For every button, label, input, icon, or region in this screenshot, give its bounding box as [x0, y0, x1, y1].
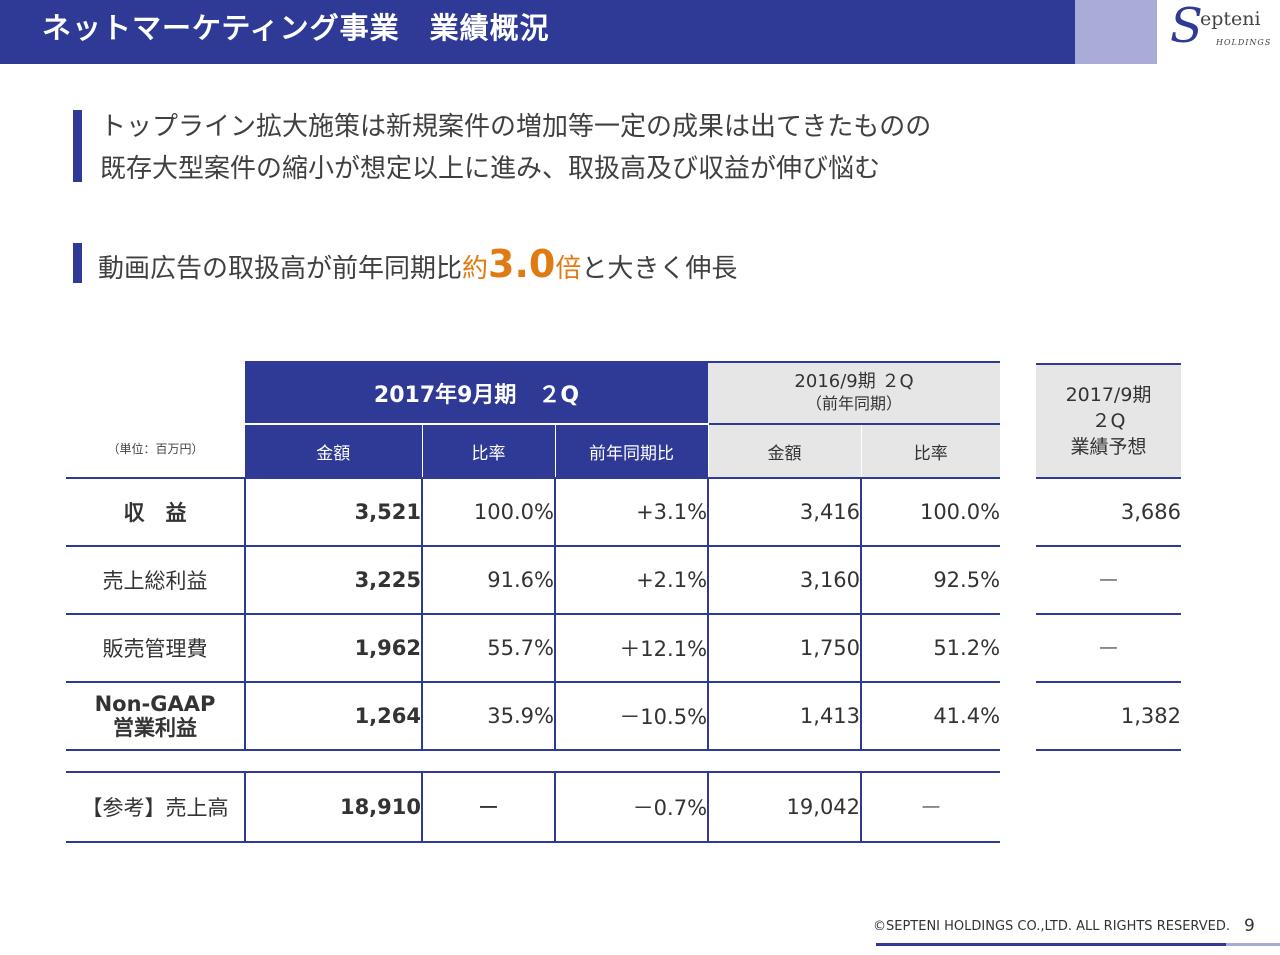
cell-prev-amount: 3,416 [708, 477, 863, 547]
row-label-non-gaap-line1: Non-GAAP [94, 692, 216, 716]
forecast-non-gaap: 1,382 [1036, 681, 1181, 751]
headline-video-post: と大きく伸長 [581, 254, 738, 284]
table-gap [66, 750, 1000, 772]
cell-yoy: －10.5% [555, 682, 710, 751]
cell-prev-amount: 3,160 [708, 546, 863, 615]
forecast-header-line3: 業績予想 [1070, 436, 1147, 458]
logo-letter: S [1170, 0, 1203, 54]
header-band [0, 0, 1075, 64]
row-label-revenue: 収 益 [66, 477, 246, 547]
forecast-table: 2017/9期 ２Q 業績予想 3,686 ー ー 1,382 [1036, 363, 1181, 751]
row-label-sga: 販売管理費 [66, 614, 246, 683]
header-band-accent [1075, 0, 1157, 64]
headline-video: 動画広告の取扱高が前年同期比約3.0倍と大きく伸長 [98, 240, 737, 293]
bullet-bar-1 [73, 110, 82, 182]
forecast-revenue: 3,686 [1036, 477, 1181, 546]
headline-video-pre: 動画広告の取扱高が前年同期比 [98, 254, 463, 284]
cell-yoy: ＋12.1% [555, 614, 710, 683]
prev-period-line2: （前年同期） [806, 394, 903, 413]
slide-title: ネットマーケティング事業 業績概況 [42, 11, 550, 45]
cell-prev-amount: 1,750 [708, 614, 863, 683]
cell-amount: 1,962 [245, 614, 423, 683]
cell-prev-amount: 19,042 [708, 771, 863, 843]
col-header-yoy: 前年同期比 [554, 423, 709, 478]
col-header-amount: 金額 [245, 423, 422, 478]
cell-ratio: ー [422, 771, 556, 843]
cell-prev-ratio: 100.0% [861, 477, 1001, 547]
col-header-ratio: 比率 [421, 423, 555, 478]
cell-prev-ratio: 41.4% [861, 682, 1001, 751]
forecast-header: 2017/9期 ２Q 業績予想 [1036, 363, 1181, 478]
slide-header: ネットマーケティング事業 業績概況 S epteni HOLDINGS [0, 0, 1280, 64]
row-label-reference-sales: 【参考】売上高 [66, 771, 246, 843]
col-header-prev-amount: 金額 [707, 423, 862, 478]
current-period-header: 2017年9月期 ２Q [245, 361, 709, 424]
footer-line-accent [1226, 943, 1280, 946]
cell-ratio: 91.6% [422, 546, 556, 615]
cell-ratio: 35.9% [422, 682, 556, 751]
cell-amount: 18,910 [245, 771, 423, 843]
copyright: ©SEPTENI HOLDINGS CO.,LTD. ALL RIGHTS RE… [873, 919, 1230, 934]
cell-ratio: 55.7% [422, 614, 556, 683]
prev-period-line1: 2016/9期 ２Q [794, 371, 914, 392]
results-table: （単位：百万円） 2017年9月期 ２Q 2016/9期 ２Q （前年同期） 金… [66, 361, 1001, 843]
logo-word: epteni [1200, 8, 1261, 30]
cell-yoy: +2.1% [555, 546, 710, 615]
cell-prev-ratio: ー [861, 771, 1001, 843]
table-row: 収 益 3,521 100.0% +3.1% 3,416 100.0% [66, 477, 1001, 547]
page-number: 9 [1244, 916, 1255, 936]
septeni-logo: S epteni HOLDINGS [1162, 0, 1272, 56]
table-row: 販売管理費 1,962 55.7% ＋12.1% 1,750 51.2% [66, 614, 1001, 683]
headline-line-1: トップライン拡大施策は新規案件の増加等一定の成果は出てきたものの [100, 112, 932, 142]
cell-prev-amount: 1,413 [708, 682, 863, 751]
col-header-prev-ratio: 比率 [860, 423, 1001, 478]
cell-ratio: 100.0% [422, 477, 556, 547]
table-row: 売上総利益 3,225 91.6% +2.1% 3,160 92.5% [66, 546, 1001, 615]
headline-line-2: 既存大型案件の縮小が想定以上に進み、取扱高及び収益が伸び悩む [100, 154, 881, 184]
row-label-non-gaap: Non-GAAP 営業利益 [66, 682, 246, 751]
headline-video-times: 倍 [555, 254, 582, 284]
prev-period-header: 2016/9期 ２Q （前年同期） [708, 361, 1001, 424]
bullet-bar-2 [73, 243, 82, 283]
cell-amount: 1,264 [245, 682, 423, 751]
logo-sub: HOLDINGS [1216, 38, 1272, 47]
cell-amount: 3,225 [245, 546, 423, 615]
headline-video-multiple: 3.0 [488, 242, 556, 286]
cell-prev-ratio: 51.2% [861, 614, 1001, 683]
forecast-sga: ー [1036, 613, 1181, 682]
cell-yoy: +3.1% [555, 477, 710, 547]
forecast-header-line1: 2017/9期 [1065, 384, 1152, 406]
footer-line [876, 943, 1226, 946]
table-row: Non-GAAP 営業利益 1,264 35.9% －10.5% 1,413 4… [66, 682, 1001, 751]
cell-amount: 3,521 [245, 477, 423, 547]
reference-row: 【参考】売上高 18,910 ー －0.7% 19,042 ー [66, 771, 1001, 843]
forecast-header-line2: ２Q [1091, 410, 1126, 432]
forecast-gross-profit: ー [1036, 545, 1181, 614]
headline-video-approx: 約 [462, 254, 489, 284]
cell-prev-ratio: 92.5% [861, 546, 1001, 615]
unit-label: （単位：百万円） [107, 442, 204, 456]
row-label-non-gaap-line2: 営業利益 [113, 716, 197, 740]
cell-yoy: －0.7% [555, 771, 710, 843]
row-label-gross-profit: 売上総利益 [66, 546, 246, 615]
